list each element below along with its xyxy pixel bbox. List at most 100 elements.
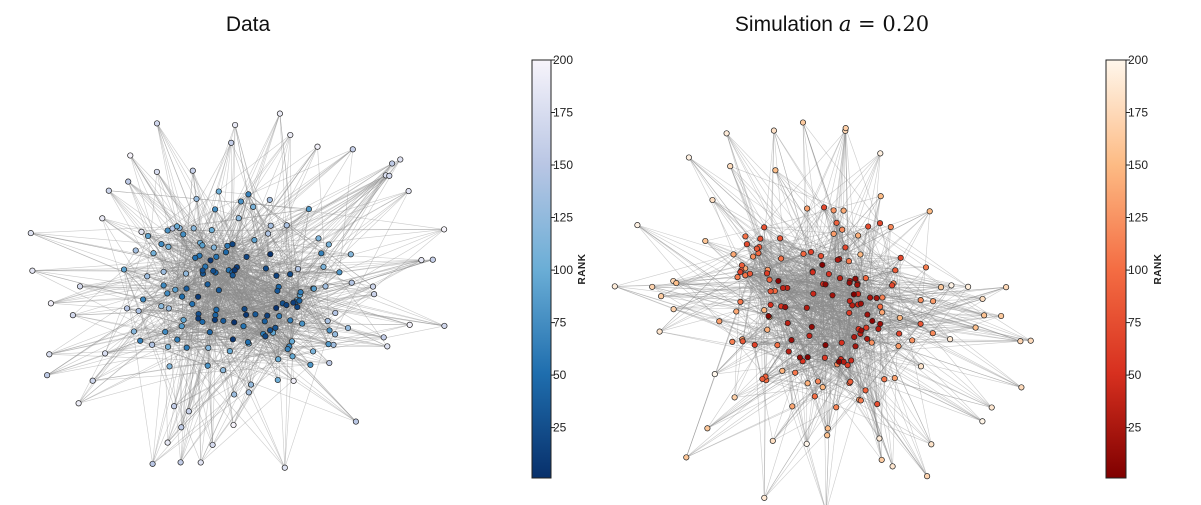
right-network-edge: [836, 222, 850, 262]
right-network-edge: [855, 297, 877, 347]
right-network-edge: [835, 323, 921, 408]
right-network-edge: [857, 196, 881, 285]
left-network-edge: [167, 293, 336, 335]
right-network-edge: [813, 293, 951, 340]
right-network-edge: [876, 285, 952, 405]
right-network-edge: [673, 308, 826, 346]
left-network-node: [305, 206, 312, 213]
right-network-edge: [791, 283, 894, 341]
right-network-edge: [769, 279, 921, 301]
left-network-edge: [202, 306, 298, 323]
left-network-edge: [142, 194, 249, 300]
right-network-edge: [688, 157, 765, 228]
right-network-edge: [891, 285, 921, 325]
right-title-prefix: Simulation: [735, 13, 833, 36]
left-network-node: [213, 306, 220, 313]
left-network-edge: [321, 163, 393, 254]
left-network-node: [297, 289, 304, 296]
left-network-node: [149, 460, 156, 467]
left-network-edge: [278, 324, 410, 360]
left-colorbar-tick-label: 100: [553, 263, 573, 277]
left-colorbar-tick-label: 50: [553, 368, 567, 382]
left-network-edge: [232, 244, 293, 357]
right-network-edge: [843, 210, 893, 286]
right-network-edge: [765, 376, 823, 388]
right-network-edge: [799, 357, 807, 444]
right-network-edge: [707, 361, 844, 429]
right-network-edge: [741, 265, 854, 295]
right-network-edge: [729, 165, 841, 279]
right-network-edge: [745, 275, 850, 384]
right-network-edge: [826, 222, 837, 505]
right-network-edge: [802, 264, 823, 362]
right-network-edge: [861, 286, 1007, 331]
right-network-edge: [850, 333, 900, 382]
right-network-edge: [868, 226, 927, 268]
left-network-edge: [161, 243, 208, 285]
right-network-edge: [813, 293, 838, 365]
left-network-edge: [186, 318, 199, 348]
right-network-node: [875, 325, 882, 332]
left-network-node: [261, 318, 268, 325]
left-network-edge: [205, 266, 211, 333]
right-network-node: [979, 295, 986, 302]
left-network-node: [183, 344, 190, 351]
left-network-edge: [265, 253, 322, 269]
right-network-edge: [746, 244, 816, 397]
left-network-edge: [163, 229, 213, 286]
left-network-edge: [191, 273, 204, 305]
right-network-node: [830, 207, 837, 214]
left-network-node: [266, 196, 273, 203]
left-network-edge: [163, 285, 294, 382]
left-network-node: [283, 302, 290, 309]
left-network-edge: [265, 159, 401, 269]
left-network-node: [289, 353, 296, 360]
right-network-edge: [836, 222, 848, 366]
right-network-edge: [652, 255, 822, 288]
right-network-edge: [826, 294, 855, 436]
left-network-edge: [183, 291, 301, 321]
left-network-edge: [161, 209, 216, 307]
right-network-node: [733, 308, 740, 315]
left-network-edge: [276, 293, 375, 309]
right-network-edge: [847, 315, 1002, 366]
right-network-edge: [802, 122, 816, 397]
right-network-edge: [828, 273, 854, 295]
left-network-edge: [202, 270, 300, 296]
right-network-edge: [726, 133, 867, 279]
left-network-edge: [212, 323, 303, 446]
left-network-edge: [286, 225, 329, 345]
right-network-edge: [822, 364, 848, 388]
right-network-node: [685, 154, 692, 161]
right-network-node: [716, 318, 723, 325]
right-network-node: [845, 258, 852, 265]
right-network-node: [738, 262, 745, 269]
left-network-node: [229, 241, 236, 248]
left-network-edge: [233, 268, 267, 395]
right-network-edge: [810, 251, 942, 288]
left-network-node: [132, 247, 139, 254]
right-network-edge: [857, 235, 868, 315]
right-network-edge: [791, 307, 808, 341]
right-network-edge: [782, 357, 825, 372]
right-network-edge: [836, 222, 921, 325]
right-network-edge: [806, 307, 932, 445]
right-network-edge: [764, 309, 851, 382]
right-network-edge: [791, 305, 853, 341]
left-network-edge: [183, 234, 193, 305]
left-network-node: [226, 348, 233, 355]
right-network-edge: [810, 153, 881, 253]
left-network-edge: [286, 305, 288, 350]
left-network-edge: [186, 255, 200, 289]
left-network-edge: [139, 171, 158, 341]
right-network-edge: [762, 226, 892, 380]
left-network-edge: [185, 273, 298, 308]
right-network-edge: [802, 295, 833, 362]
right-network-edge: [712, 199, 770, 280]
right-network-node: [761, 307, 768, 314]
left-network-edge: [183, 319, 336, 335]
right-network-edge: [891, 285, 951, 340]
right-network-edge: [673, 283, 858, 310]
right-network-edge: [865, 390, 893, 467]
right-network-edge: [614, 286, 852, 361]
